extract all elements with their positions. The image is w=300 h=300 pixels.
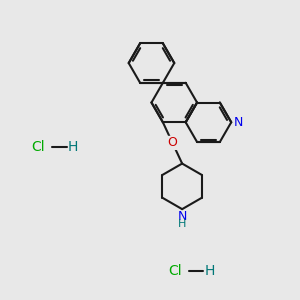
Text: H: H xyxy=(68,140,78,154)
Text: N: N xyxy=(234,116,244,129)
Text: Cl: Cl xyxy=(168,264,182,278)
Text: H: H xyxy=(178,219,186,229)
Text: Cl: Cl xyxy=(31,140,45,154)
Text: O: O xyxy=(168,136,177,149)
Text: N: N xyxy=(178,210,187,223)
Text: H: H xyxy=(205,264,215,278)
